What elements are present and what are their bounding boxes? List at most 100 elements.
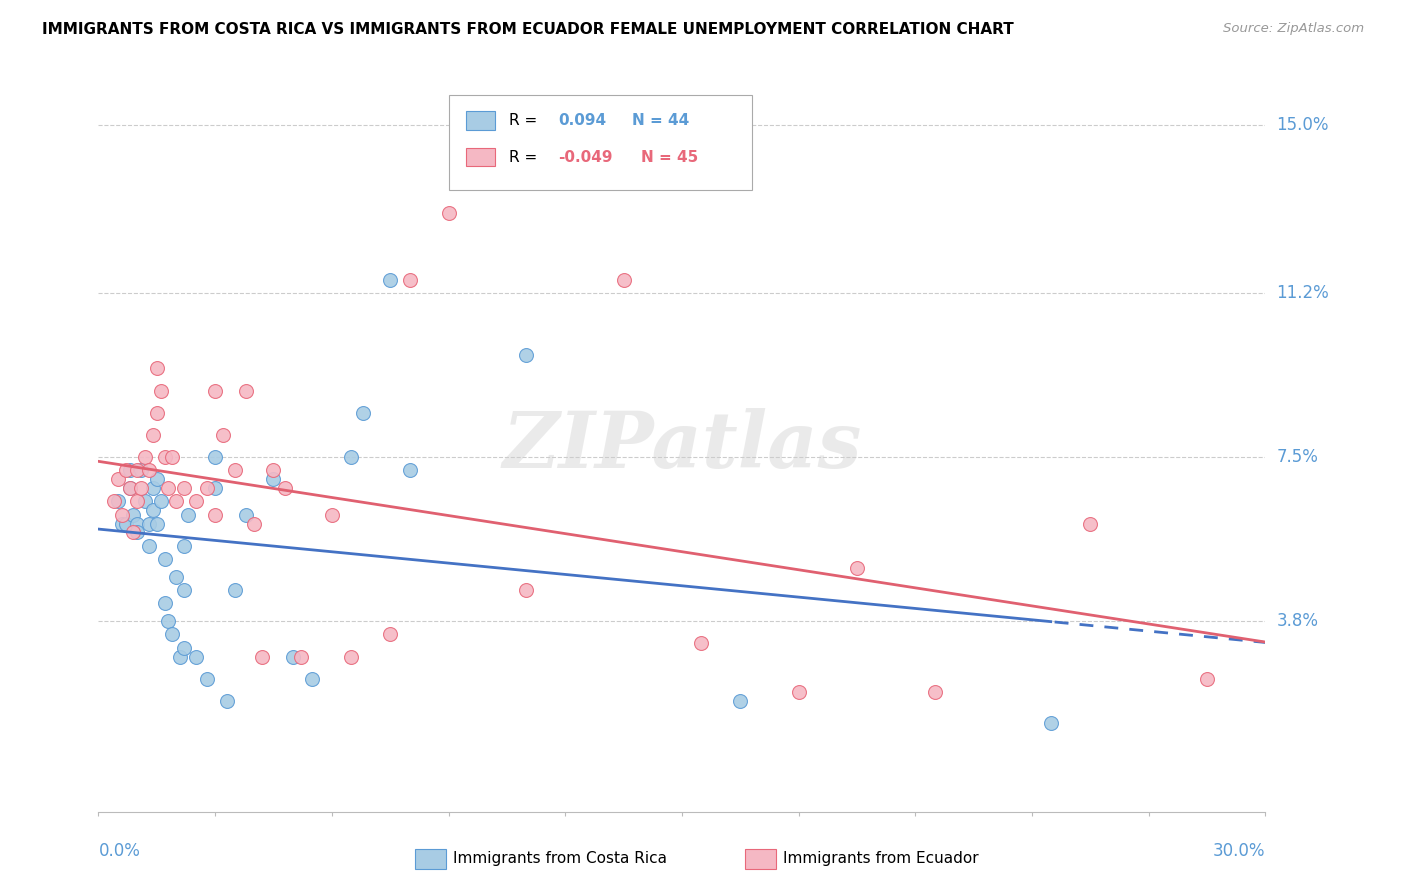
- Point: [107, 494, 129, 508]
- Point: [127, 516, 149, 531]
- Text: IMMIGRANTS FROM COSTA RICA VS IMMIGRANTS FROM ECUADOR FEMALE UNEMPLOYMENT CORREL: IMMIGRANTS FROM COSTA RICA VS IMMIGRANTS…: [42, 22, 1014, 37]
- Point: [103, 494, 125, 508]
- Point: [165, 494, 187, 508]
- Point: [134, 494, 156, 508]
- Point: [301, 672, 323, 686]
- Point: [274, 481, 297, 495]
- Point: [204, 481, 226, 495]
- Point: [173, 640, 195, 655]
- Text: Source: ZipAtlas.com: Source: ZipAtlas.com: [1223, 22, 1364, 36]
- Point: [195, 672, 218, 686]
- Point: [352, 406, 374, 420]
- Point: [340, 450, 363, 464]
- Point: [380, 627, 402, 641]
- Point: [142, 481, 165, 495]
- Point: [146, 406, 169, 420]
- Point: [111, 508, 134, 522]
- Point: [173, 481, 195, 495]
- Text: N = 45: N = 45: [641, 150, 699, 165]
- Point: [157, 481, 180, 495]
- Text: 0.094: 0.094: [558, 113, 606, 128]
- Point: [114, 516, 136, 531]
- FancyBboxPatch shape: [465, 148, 495, 166]
- Text: Immigrants from Ecuador: Immigrants from Ecuador: [783, 851, 979, 865]
- Point: [235, 508, 257, 522]
- Point: [165, 570, 187, 584]
- Point: [153, 552, 176, 566]
- Text: 0.0%: 0.0%: [98, 842, 141, 860]
- Point: [340, 649, 363, 664]
- Point: [262, 463, 284, 477]
- Point: [290, 649, 312, 664]
- Point: [613, 273, 636, 287]
- Point: [224, 583, 246, 598]
- Point: [262, 472, 284, 486]
- Text: 7.5%: 7.5%: [1277, 448, 1319, 467]
- Point: [127, 525, 149, 540]
- Point: [138, 539, 160, 553]
- Point: [924, 685, 946, 699]
- Point: [515, 348, 537, 362]
- Point: [118, 481, 141, 495]
- Text: Immigrants from Costa Rica: Immigrants from Costa Rica: [453, 851, 666, 865]
- Point: [515, 583, 537, 598]
- Point: [250, 649, 273, 664]
- Point: [157, 614, 180, 628]
- Point: [215, 694, 238, 708]
- Point: [184, 649, 207, 664]
- Point: [846, 561, 869, 575]
- Point: [398, 273, 420, 287]
- Point: [153, 450, 176, 464]
- Point: [380, 273, 402, 287]
- Point: [162, 450, 184, 464]
- Point: [142, 428, 165, 442]
- Point: [437, 206, 460, 220]
- Point: [107, 472, 129, 486]
- Point: [173, 583, 195, 598]
- Text: ZIPatlas: ZIPatlas: [502, 408, 862, 484]
- Point: [787, 685, 810, 699]
- Point: [173, 539, 195, 553]
- Point: [204, 384, 226, 398]
- Point: [129, 481, 152, 495]
- Point: [122, 508, 145, 522]
- Point: [149, 494, 172, 508]
- Point: [127, 494, 149, 508]
- Point: [129, 463, 152, 477]
- Point: [111, 516, 134, 531]
- Point: [146, 361, 169, 376]
- FancyBboxPatch shape: [449, 95, 752, 190]
- Point: [243, 516, 266, 531]
- Point: [398, 463, 420, 477]
- Point: [224, 463, 246, 477]
- Point: [1040, 716, 1063, 731]
- Point: [122, 525, 145, 540]
- Point: [204, 450, 226, 464]
- Point: [169, 649, 191, 664]
- Text: 11.2%: 11.2%: [1277, 284, 1329, 302]
- Point: [195, 481, 218, 495]
- Text: 30.0%: 30.0%: [1213, 842, 1265, 860]
- Point: [134, 450, 156, 464]
- Point: [138, 463, 160, 477]
- Text: 15.0%: 15.0%: [1277, 116, 1329, 134]
- Point: [321, 508, 343, 522]
- Point: [127, 463, 149, 477]
- Point: [138, 516, 160, 531]
- Point: [146, 472, 169, 486]
- Text: N = 44: N = 44: [631, 113, 689, 128]
- Text: -0.049: -0.049: [558, 150, 613, 165]
- Point: [204, 508, 226, 522]
- Point: [690, 636, 713, 650]
- Point: [118, 463, 141, 477]
- Point: [162, 627, 184, 641]
- Point: [184, 494, 207, 508]
- Point: [1195, 672, 1218, 686]
- FancyBboxPatch shape: [465, 112, 495, 129]
- Point: [281, 649, 304, 664]
- Text: R =: R =: [509, 113, 543, 128]
- Point: [146, 516, 169, 531]
- Point: [730, 694, 752, 708]
- Point: [1080, 516, 1102, 531]
- Point: [235, 384, 257, 398]
